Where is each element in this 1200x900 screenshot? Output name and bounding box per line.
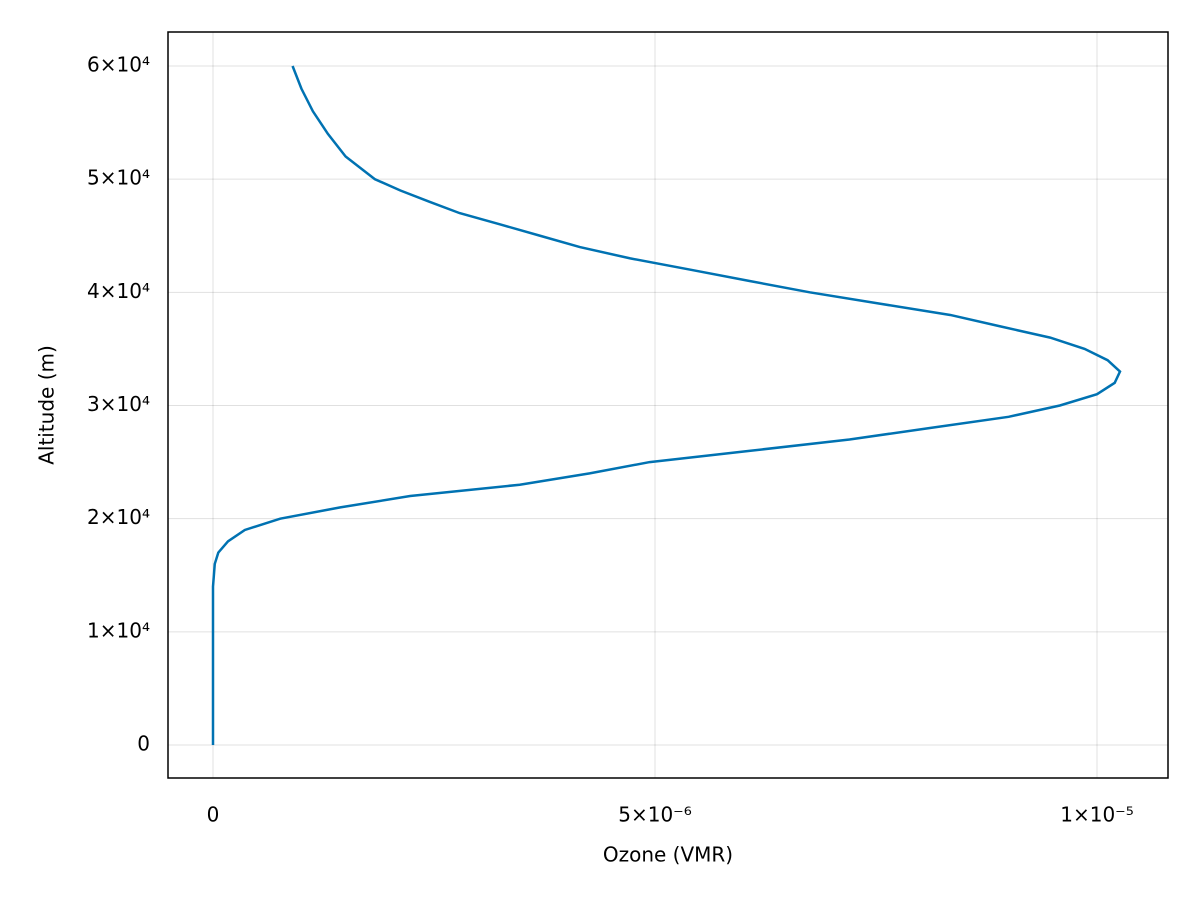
data-line [211,65,1122,745]
x-tick-label: 0 [207,803,220,827]
y-tick-label: 2×10⁴ [87,505,150,529]
y-tick-label: 5×10⁴ [87,166,150,190]
x-tick-label: 5×10⁻⁶ [618,803,692,827]
y-tick-label: 4×10⁴ [87,279,150,303]
y-tick-label: 1×10⁴ [87,618,150,642]
x-axis-label: Ozone (VMR) [603,843,733,867]
y-axis-label: Altitude (m) [35,345,59,465]
y-tick-label: 6×10⁴ [87,52,150,76]
x-tick-label: 1×10⁻⁵ [1060,803,1134,827]
plot-frame [167,31,1169,779]
y-tick-label: 0 [137,732,150,756]
y-tick-label: 3×10⁴ [87,392,150,416]
